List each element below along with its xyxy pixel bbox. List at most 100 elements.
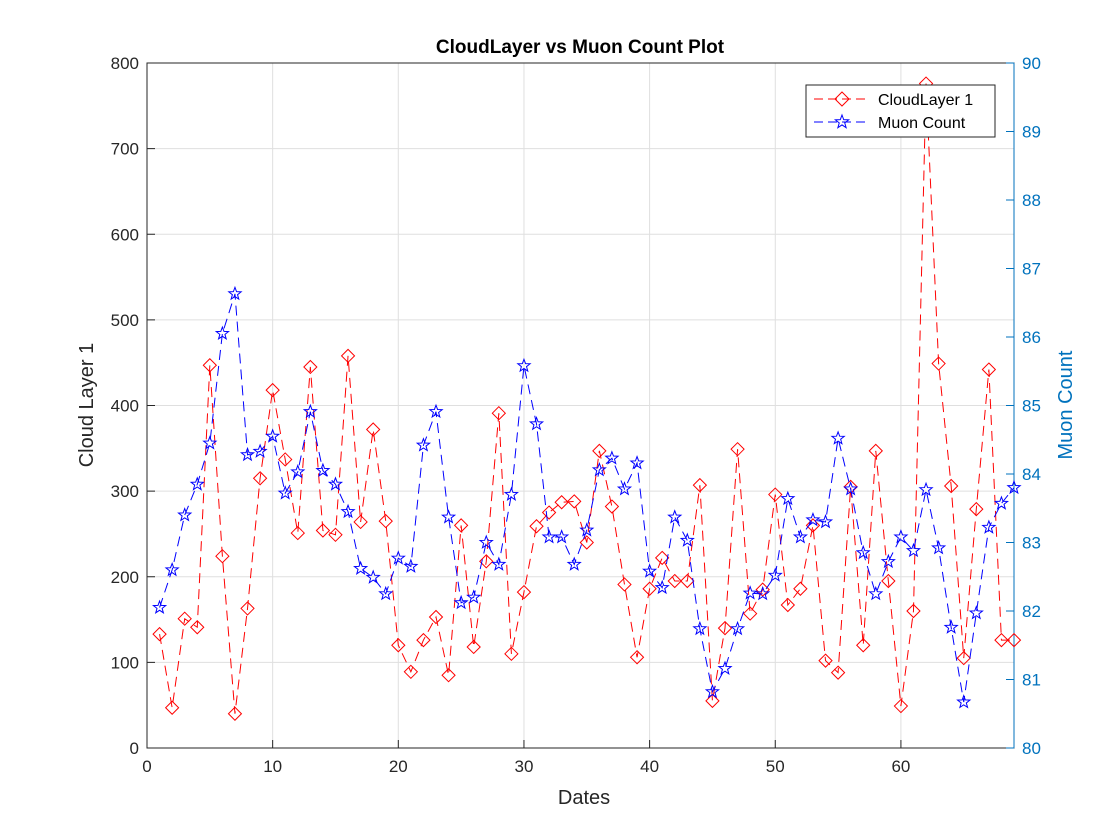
point-cloudlayer xyxy=(466,639,481,655)
point-muon xyxy=(629,455,645,470)
point-muon xyxy=(843,481,859,496)
point-muon xyxy=(805,511,821,527)
x-axis: 0 10 20 30 40 50 60 xyxy=(142,740,910,776)
point-cloudlayer xyxy=(378,513,393,529)
point-muon xyxy=(378,585,394,601)
point-cloudlayer xyxy=(541,505,557,520)
point-muon xyxy=(931,540,947,555)
point-muon xyxy=(252,443,268,458)
x-tick-label: 0 xyxy=(142,757,151,776)
point-muon xyxy=(302,403,318,419)
point-muon xyxy=(177,507,193,522)
point-muon xyxy=(466,589,482,604)
left-y-tick-label: 700 xyxy=(111,140,139,159)
point-cloudlayer xyxy=(164,700,180,715)
point-cloudlayer xyxy=(843,479,858,495)
point-muon xyxy=(315,462,331,478)
point-cloudlayer xyxy=(365,422,381,437)
point-cloudlayer xyxy=(491,405,507,421)
point-muon xyxy=(453,594,469,610)
point-cloudlayer xyxy=(667,573,682,589)
point-muon xyxy=(692,620,708,636)
point-cloudlayer xyxy=(617,577,632,592)
point-muon xyxy=(214,325,230,340)
point-muon xyxy=(918,481,934,497)
right-y-tick-label: 84 xyxy=(1022,465,1041,484)
point-cloudlayer xyxy=(931,356,946,371)
left-y-tick-label: 800 xyxy=(111,54,139,73)
right-y-tick-label: 88 xyxy=(1022,191,1041,210)
point-cloudlayer xyxy=(780,597,796,613)
legend-marker-muon xyxy=(833,113,851,129)
series-muon xyxy=(152,285,1022,709)
point-muon xyxy=(554,529,570,544)
point-muon xyxy=(277,485,293,500)
point-cloudlayer xyxy=(705,693,720,709)
point-cloudlayer xyxy=(1006,632,1022,648)
right-y-tick-label: 89 xyxy=(1022,123,1041,142)
point-muon xyxy=(855,544,871,560)
point-muon xyxy=(943,619,959,634)
point-muon xyxy=(968,605,984,620)
left-y-tick-label: 400 xyxy=(111,397,139,416)
point-cloudlayer xyxy=(868,443,883,459)
x-axis-label: Dates xyxy=(558,787,610,809)
point-cloudlayer xyxy=(328,527,343,543)
point-muon xyxy=(667,509,683,524)
point-muon xyxy=(164,561,180,577)
point-cloudlayer xyxy=(403,664,419,680)
point-cloudlayer xyxy=(554,495,569,510)
point-cloudlayer xyxy=(592,443,607,459)
point-cloudlayer xyxy=(177,611,192,626)
point-muon xyxy=(905,542,922,558)
legend-label-muon: Muon Count xyxy=(878,115,966,132)
point-cloudlayer xyxy=(290,525,305,541)
point-cloudlayer xyxy=(516,584,532,600)
point-muon xyxy=(717,660,733,675)
left-y-tick-label: 0 xyxy=(130,739,139,758)
point-cloudlayer xyxy=(453,518,469,533)
legend: CloudLayer 1 Muon Count xyxy=(805,84,996,138)
point-muon xyxy=(792,529,808,544)
left-y-tick-label: 600 xyxy=(111,225,139,244)
point-muon xyxy=(956,694,972,709)
point-muon xyxy=(491,556,507,571)
point-muon xyxy=(566,556,582,571)
chart-title: CloudLayer vs Muon Count Plot xyxy=(436,37,725,58)
point-muon xyxy=(767,567,783,582)
point-cloudlayer xyxy=(303,359,318,375)
legend-label-cloudlayer: CloudLayer 1 xyxy=(878,92,973,109)
point-cloudlayer xyxy=(805,518,821,533)
point-cloudlayer xyxy=(793,581,808,596)
point-muon xyxy=(415,437,432,452)
point-muon xyxy=(152,599,168,615)
point-muon xyxy=(993,495,1009,510)
point-cloudlayer xyxy=(717,620,733,636)
point-muon xyxy=(981,519,997,534)
point-cloudlayer xyxy=(340,348,356,364)
x-tick-label: 50 xyxy=(766,757,785,776)
point-muon xyxy=(516,357,532,373)
x-tick-label: 40 xyxy=(640,757,659,776)
point-muon xyxy=(541,529,557,544)
legend-entry-muon: Muon Count xyxy=(814,113,966,132)
point-cloudlayer xyxy=(692,477,708,493)
right-y-tick-label: 82 xyxy=(1022,602,1041,621)
right-y-tick-label: 85 xyxy=(1022,397,1041,416)
point-muon xyxy=(817,514,834,529)
point-muon xyxy=(265,428,281,443)
point-muon xyxy=(642,563,658,578)
point-cloudlayer xyxy=(629,650,645,665)
point-cloudlayer xyxy=(981,362,997,377)
point-cloudlayer xyxy=(278,452,293,467)
point-muon xyxy=(478,534,494,549)
point-muon xyxy=(654,579,670,595)
point-muon xyxy=(868,585,884,601)
point-muon xyxy=(704,683,721,699)
point-muon xyxy=(239,446,256,462)
x-tick-label: 30 xyxy=(514,757,533,776)
point-cloudlayer xyxy=(227,706,243,721)
point-cloudlayer xyxy=(391,638,406,653)
point-muon xyxy=(1006,479,1022,495)
